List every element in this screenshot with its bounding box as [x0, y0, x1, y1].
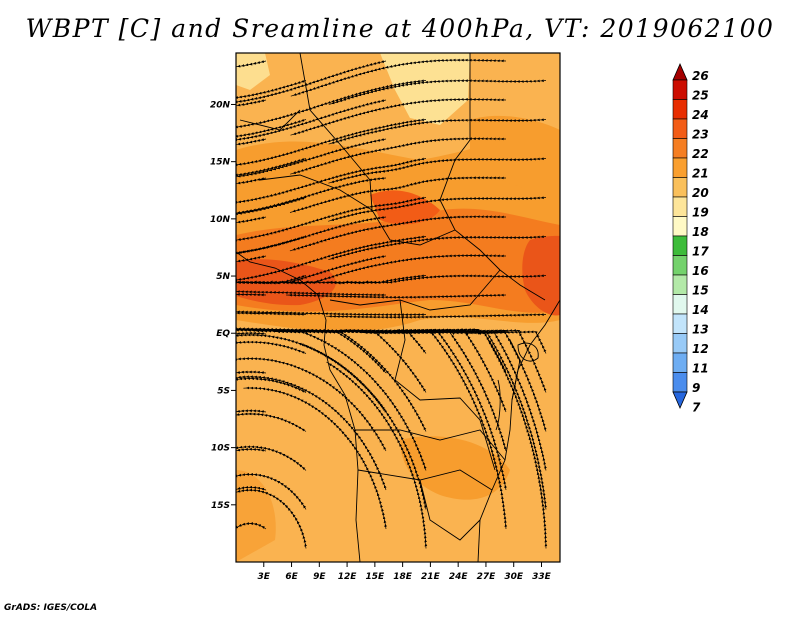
- lon-tick-label: 30E: [504, 572, 524, 582]
- colorbar-segment: [672, 333, 688, 354]
- streamline: [487, 338, 548, 549]
- colorbar-segment: [672, 118, 688, 139]
- colorbar-segment: [672, 235, 688, 256]
- streamlines: [236, 58, 548, 549]
- colorbar-segment: [672, 99, 688, 120]
- border-c: [371, 209, 456, 246]
- map-plot-area: [236, 53, 560, 562]
- lon-tick-label: 24E: [449, 572, 469, 582]
- map-title: WBPT [C] and Sreamline at 400hPa, VT: 20…: [25, 14, 775, 43]
- coastline-east: [477, 299, 560, 562]
- lon-tick-label: 33E: [532, 572, 552, 582]
- colorbar-label: 12: [692, 342, 709, 356]
- border-h: [357, 469, 493, 491]
- streamline: [325, 313, 547, 319]
- border-i: [419, 479, 481, 541]
- lat-tick-label: EQ: [216, 329, 230, 339]
- colorbar-label: 26: [692, 69, 709, 83]
- plot-frame: [235, 52, 561, 563]
- lat-tick-label: 20N: [210, 100, 231, 110]
- colorbar-segment: [672, 196, 688, 217]
- colorbar-arrow-top: [672, 63, 688, 81]
- lon-tick-label: 3E: [258, 572, 271, 582]
- lon-tick-label: 21E: [421, 572, 441, 582]
- colorbar-segment: [672, 352, 688, 373]
- lon-tick-label: 6E: [285, 572, 298, 582]
- country-borders: [236, 53, 560, 562]
- grads-credit: GrADS: IGES/COLA: [4, 603, 98, 613]
- colorbar-segment: [672, 313, 688, 334]
- border-e: [329, 269, 501, 311]
- colorbar-segment: [672, 138, 688, 159]
- streamline: [328, 157, 547, 184]
- colorbar-label: 17: [692, 245, 709, 259]
- lon-tick-label: 27E: [477, 572, 497, 582]
- streamline: [328, 79, 547, 105]
- colorbar-segment: [672, 216, 688, 237]
- colorbar-segment: [672, 255, 688, 276]
- colorbar-label: 23: [692, 128, 709, 142]
- border-l: [509, 339, 521, 401]
- colorbar-label: 22: [692, 147, 709, 161]
- colorbar-label: 7: [692, 401, 701, 415]
- colorbar-label: 16: [692, 264, 709, 278]
- lat-tick-label: 15N: [210, 158, 231, 168]
- colorbar-segment: [672, 274, 688, 295]
- streamline: [328, 235, 547, 261]
- lon-tick-label: 15E: [366, 572, 386, 582]
- streamline: [286, 293, 507, 299]
- lat-tick-label: 5S: [217, 386, 230, 396]
- colorbar-arrow-bottom: [672, 391, 688, 409]
- colorbar: 26 25 24 23 22 21 20 19 18 17 16 15 14 13 12 11 9 7: [672, 63, 709, 415]
- colorbar-label: 19: [692, 206, 709, 220]
- colorbar-segment: [672, 372, 688, 393]
- border-d: [259, 174, 373, 211]
- border-a: [299, 53, 373, 211]
- lon-tick-label: 12E: [338, 572, 358, 582]
- border-g: [355, 429, 506, 461]
- lat-tick-label: 10S: [211, 444, 230, 454]
- lon-tick-label: 9E: [313, 572, 326, 582]
- colorbar-label: 15: [692, 284, 709, 298]
- streamline: [236, 488, 308, 549]
- colorbar-label: 13: [692, 323, 709, 337]
- border-b: [439, 53, 501, 271]
- streamline: [328, 196, 547, 222]
- colorbar-segment: [672, 79, 688, 100]
- lake-victoria: [517, 342, 539, 362]
- border-j: [499, 269, 546, 301]
- colorbar-segment: [672, 177, 688, 198]
- colorbar-label: 9: [692, 381, 700, 395]
- colorbar-label: 21: [692, 167, 709, 181]
- streamline: [328, 118, 547, 145]
- lake-tanganyika: [495, 379, 501, 431]
- border-f: [394, 299, 496, 471]
- colorbar-label: 24: [692, 108, 709, 122]
- border-k: [239, 109, 301, 131]
- colorbar-segment: [672, 157, 688, 178]
- lat-tick-label: 10N: [210, 215, 231, 225]
- colorbar-label: 25: [692, 89, 709, 103]
- colorbar-label: 11: [692, 362, 709, 376]
- lat-tick-label: 15S: [211, 501, 230, 511]
- colorbar-label: 20: [692, 186, 709, 200]
- map-axes: 3E 6E 9E 12E 15E 18E 21E 24E 27E 30E 33E 20N 15N 10N 5…: [210, 100, 552, 582]
- colorbar-segment: [672, 294, 688, 315]
- colorbar-label: 18: [692, 225, 709, 239]
- streamline: [326, 361, 428, 549]
- lon-tick-label: 18E: [393, 572, 413, 582]
- colorbar-label: 14: [692, 303, 709, 317]
- lat-tick-label: 5N: [216, 272, 230, 282]
